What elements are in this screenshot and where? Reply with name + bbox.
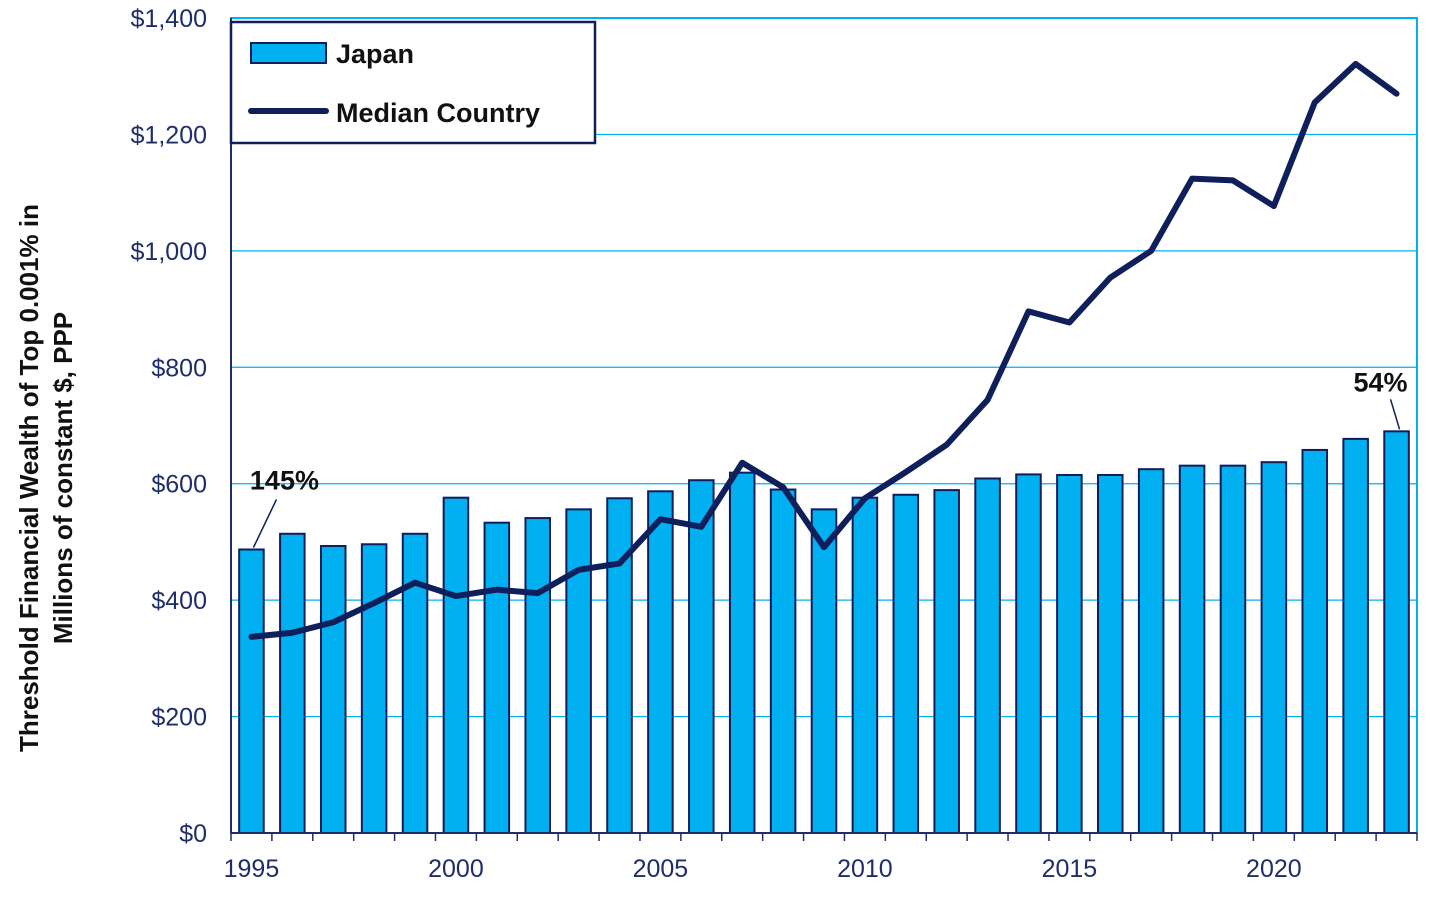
y-tick-label-1: $200 [151, 704, 207, 732]
bar-japan-2000 [444, 498, 469, 833]
x-tick-label-2005: 2005 [633, 855, 689, 883]
bar-japan-2013 [975, 478, 1000, 833]
bar-japan-1995 [239, 549, 264, 833]
bar-japan-2005 [648, 491, 673, 833]
bar-japan-2023 [1384, 431, 1409, 833]
bar-japan-2019 [1221, 466, 1246, 833]
annotation-leader-1995 [253, 499, 276, 547]
y-tick-label-4: $800 [151, 354, 207, 382]
annotation-leader-2023 [1391, 399, 1400, 429]
y-tick-label-0: $0 [179, 820, 207, 848]
x-tick-label-2000: 2000 [428, 855, 484, 883]
annotation-label-1995: 145% [250, 465, 319, 495]
annotation-label-2023: 54% [1354, 367, 1408, 397]
bar-series-japan [239, 431, 1409, 833]
x-tick-labels: 1995 2000 2005 2010 2015 2020 [224, 855, 1302, 883]
bar-japan-2021 [1302, 450, 1327, 833]
x-tick-label-2010: 2010 [837, 855, 893, 883]
bar-japan-2015 [1057, 475, 1082, 833]
bar-japan-2004 [607, 498, 632, 833]
bar-japan-2003 [566, 509, 591, 833]
y-axis-title-line-2: Millions of constant $, PPP [48, 312, 78, 644]
bar-japan-2018 [1180, 466, 1205, 833]
y-tick-label-3: $600 [151, 471, 207, 499]
x-tick-label-1995: 1995 [224, 855, 280, 883]
legend-label-median: Median Country [336, 98, 540, 128]
legend-swatch-japan [251, 43, 326, 63]
bar-japan-2001 [485, 523, 510, 833]
y-tick-label-5: $1,000 [131, 238, 207, 266]
bar-japan-2002 [525, 518, 550, 833]
bar-japan-2016 [1098, 475, 1123, 833]
legend: Japan Median Country [231, 22, 595, 143]
y-axis-title-line-1: Threshold Financial Wealth of Top 0.001%… [14, 204, 44, 752]
bar-japan-2022 [1343, 439, 1368, 833]
y-tick-labels: $0 $200 $400 $600 $800 $1,000 $1,200 $1,400 [131, 5, 207, 848]
bar-japan-1997 [321, 546, 346, 833]
legend-label-japan: Japan [336, 39, 414, 69]
y-tick-label-7: $1,400 [131, 5, 207, 33]
x-tick-label-2020: 2020 [1246, 855, 1302, 883]
bar-japan-1996 [280, 534, 305, 833]
x-tick-label-2015: 2015 [1042, 855, 1098, 883]
bar-japan-2007 [730, 473, 755, 833]
bar-japan-2011 [894, 495, 919, 833]
bar-japan-2017 [1139, 469, 1164, 833]
bar-japan-2020 [1262, 462, 1287, 833]
bar-japan-2012 [934, 490, 959, 833]
bar-japan-2006 [689, 480, 714, 833]
y-tick-label-2: $400 [151, 587, 207, 615]
bar-japan-1998 [362, 544, 387, 833]
bar-japan-1999 [403, 534, 428, 833]
bar-japan-2008 [771, 490, 796, 833]
bar-japan-2010 [853, 498, 878, 833]
y-tick-label-6: $1,200 [131, 121, 207, 149]
bar-japan-2009 [812, 509, 837, 833]
bar-japan-2014 [1016, 474, 1041, 833]
